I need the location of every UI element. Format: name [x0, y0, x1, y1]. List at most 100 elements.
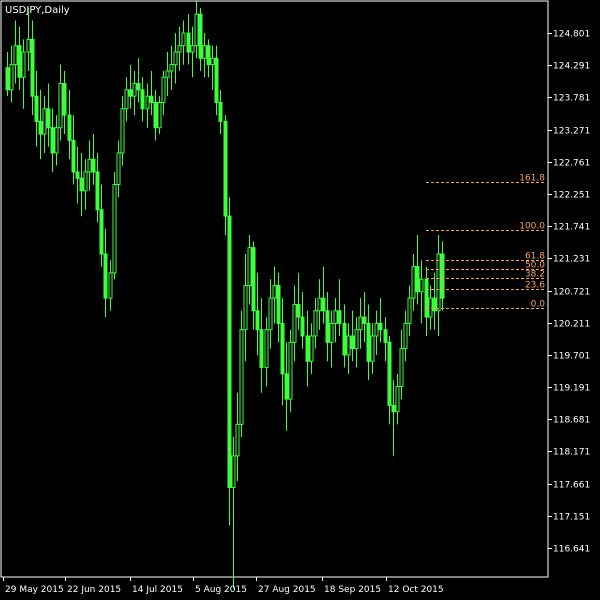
candle: [403, 310, 408, 362]
candle: [116, 140, 121, 198]
candle: [99, 184, 104, 267]
candle: [342, 304, 347, 368]
candle-body-up: [124, 89, 129, 110]
candle: [358, 298, 363, 349]
candle: [95, 152, 100, 223]
candle: [268, 279, 273, 349]
candle: [432, 272, 437, 330]
candle-body-down: [34, 95, 39, 122]
candle: [309, 323, 314, 374]
candle-body-down: [75, 171, 80, 179]
candle-body-up: [346, 335, 351, 356]
candle: [124, 77, 129, 122]
candle-body-down: [153, 101, 158, 129]
candle-body-up: [145, 95, 150, 110]
candle-body-down: [342, 322, 347, 356]
candle: [276, 272, 281, 343]
candle: [169, 45, 174, 90]
candle: [67, 89, 72, 160]
candle-body-up: [317, 297, 322, 312]
candle: [75, 146, 80, 204]
candle: [284, 342, 289, 431]
candle: [329, 310, 334, 368]
candle-body-down: [38, 120, 43, 135]
candle-body-down: [378, 322, 383, 331]
candle: [5, 51, 10, 97]
candle-body-up: [268, 297, 273, 331]
candle: [370, 323, 375, 374]
candle: [218, 89, 223, 135]
y-tick-label: 124.801: [553, 30, 590, 40]
candle-body-up: [288, 341, 293, 400]
candle-body-down: [284, 373, 289, 400]
candle-body-down: [300, 316, 305, 337]
candle: [112, 171, 117, 280]
candle: [419, 260, 424, 324]
candle-body-up: [169, 64, 174, 72]
candle: [251, 241, 256, 330]
candle: [374, 310, 379, 355]
candle-body-up: [329, 322, 334, 343]
candle: [272, 266, 277, 324]
y-tick-label: 119.701: [553, 352, 590, 362]
y-tick-label: 116.641: [553, 545, 590, 555]
candle: [87, 140, 92, 191]
candle-body-down: [214, 57, 219, 103]
candle-body-up: [239, 329, 244, 425]
candle: [17, 26, 22, 90]
candle-body-up: [231, 455, 236, 488]
candle-body-down: [424, 278, 429, 318]
candle-body-down: [198, 13, 203, 59]
candle: [440, 241, 445, 311]
candle: [198, 7, 203, 71]
candle-body-down: [296, 303, 301, 318]
candle-body-down: [136, 83, 141, 91]
candle-body-down: [305, 335, 310, 362]
candle-body-down: [251, 247, 256, 312]
candle: [91, 134, 96, 185]
candle: [428, 285, 433, 330]
candle: [83, 159, 88, 210]
candle-body-down: [91, 158, 96, 173]
candle-body-up: [272, 285, 277, 299]
candle: [288, 329, 293, 412]
candle: [399, 329, 404, 400]
candle: [280, 298, 285, 406]
candle: [239, 310, 244, 437]
y-tick-label: 124.291: [553, 62, 590, 72]
candle-body-up: [108, 272, 113, 299]
candle: [378, 298, 383, 343]
fib-level-label: 23.6: [525, 281, 545, 291]
candle: [157, 96, 162, 135]
candle-body-down: [206, 45, 211, 66]
candle-body-up: [309, 335, 314, 362]
candle-body-down: [325, 310, 330, 343]
y-tick-label: 117.151: [553, 513, 590, 523]
candle-body-up: [83, 171, 88, 192]
candle: [300, 291, 305, 349]
candle: [235, 392, 240, 482]
candle-body-down: [46, 108, 51, 129]
candle: [50, 108, 55, 172]
candle: [411, 253, 416, 311]
candle-body-up: [210, 57, 215, 66]
candle-body-up: [411, 266, 416, 299]
candle: [149, 70, 154, 116]
candle: [26, 7, 31, 71]
candle-body-up: [26, 38, 31, 53]
y-tick-label: 122.761: [553, 159, 590, 169]
candle: [407, 285, 412, 337]
candle-body-up: [112, 184, 117, 274]
candle-body-up: [13, 45, 18, 66]
candle-body-up: [243, 285, 248, 331]
candle-body-down: [391, 404, 396, 413]
x-tick-label: 14 Jul 2015: [132, 585, 183, 595]
candle-body-up: [181, 32, 186, 47]
candle-body-up: [194, 13, 199, 47]
candle: [415, 235, 420, 305]
fib-level-label: 161.8: [519, 174, 545, 184]
fibonacci-retracement[interactable]: 161.8 100.0 61.850.038.223.6 0.0: [426, 174, 545, 310]
candle-body-up: [177, 45, 182, 53]
